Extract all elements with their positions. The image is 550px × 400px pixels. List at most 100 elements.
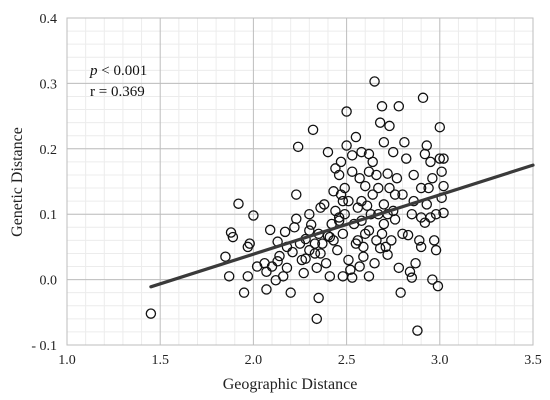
data-point bbox=[328, 235, 339, 246]
data-point bbox=[389, 189, 401, 200]
data-point bbox=[402, 229, 414, 241]
p-symbol: p bbox=[89, 63, 98, 79]
data-point bbox=[378, 137, 390, 148]
data-point bbox=[434, 121, 446, 133]
data-point bbox=[298, 267, 309, 279]
data-point bbox=[404, 266, 416, 278]
data-point bbox=[415, 182, 427, 194]
data-point bbox=[145, 308, 157, 319]
data-point bbox=[315, 248, 326, 259]
data-point bbox=[261, 284, 272, 295]
data-point bbox=[350, 131, 362, 143]
data-point bbox=[406, 208, 418, 220]
data-point bbox=[397, 228, 408, 240]
data-point bbox=[363, 271, 375, 282]
y-tick-label: 0.2 bbox=[40, 143, 58, 158]
data-point bbox=[337, 195, 349, 207]
data-point bbox=[281, 262, 293, 274]
data-point bbox=[356, 195, 367, 207]
data-point bbox=[337, 228, 349, 240]
data-point bbox=[346, 150, 358, 161]
data-point bbox=[264, 224, 276, 236]
y-axis-tick-labels: - 0.1 0.0 0.1 0.2 0.3 0.4 bbox=[31, 12, 57, 354]
data-point bbox=[339, 208, 350, 220]
data-point bbox=[356, 146, 367, 158]
data-point bbox=[315, 202, 326, 213]
data-point bbox=[393, 101, 405, 112]
data-point bbox=[324, 231, 336, 243]
data-point bbox=[304, 208, 315, 220]
data-point bbox=[427, 172, 438, 184]
x-tick-label: 2.0 bbox=[245, 353, 263, 368]
data-point bbox=[384, 120, 395, 132]
data-point bbox=[371, 169, 382, 181]
data-point bbox=[233, 198, 244, 209]
data-point bbox=[374, 242, 386, 254]
data-point bbox=[430, 208, 442, 220]
data-point bbox=[399, 137, 410, 148]
data-point bbox=[238, 287, 250, 298]
y-tick-label: 0.3 bbox=[40, 77, 58, 92]
data-point bbox=[311, 313, 323, 325]
x-tick-label: 2.5 bbox=[338, 353, 356, 368]
plot-area-frame bbox=[66, 17, 534, 346]
data-point bbox=[414, 235, 425, 246]
data-point bbox=[421, 140, 433, 151]
data-point bbox=[287, 246, 298, 258]
data-point bbox=[359, 180, 371, 192]
data-point bbox=[317, 238, 328, 249]
data-point bbox=[436, 166, 447, 177]
data-point bbox=[244, 238, 255, 249]
data-point bbox=[220, 251, 231, 262]
data-point bbox=[400, 153, 412, 164]
data-point bbox=[417, 92, 429, 104]
data-point bbox=[367, 189, 378, 200]
data-point bbox=[438, 153, 449, 164]
data-point bbox=[225, 227, 237, 238]
x-tick-label: 3.5 bbox=[524, 353, 542, 368]
data-point bbox=[266, 261, 278, 272]
data-point bbox=[358, 241, 369, 253]
data-point bbox=[339, 182, 350, 194]
data-point bbox=[425, 212, 436, 223]
data-point bbox=[415, 241, 427, 253]
data-point bbox=[434, 153, 446, 164]
data-point bbox=[428, 235, 440, 246]
data-point bbox=[438, 207, 449, 219]
data-point bbox=[363, 225, 375, 236]
data-point bbox=[307, 124, 319, 136]
data-point bbox=[227, 231, 239, 243]
data-point bbox=[300, 253, 311, 264]
data-point bbox=[274, 250, 285, 262]
data-point bbox=[432, 280, 444, 292]
data-point bbox=[378, 199, 390, 210]
data-point bbox=[374, 117, 386, 128]
data-point bbox=[343, 254, 354, 266]
data-point bbox=[343, 195, 354, 207]
data-point bbox=[242, 271, 254, 282]
data-point bbox=[332, 244, 343, 256]
x-axis-tick-labels: 1.0 1.5 2.0 2.5 3.0 3.5 bbox=[58, 353, 542, 368]
data-point bbox=[318, 199, 330, 210]
data-point bbox=[313, 292, 324, 304]
data-points bbox=[145, 76, 449, 336]
data-point bbox=[309, 238, 321, 249]
data-point bbox=[378, 218, 390, 230]
x-axis-title: Geographic Distance bbox=[223, 376, 358, 393]
data-point bbox=[335, 156, 347, 168]
data-point bbox=[322, 146, 334, 158]
data-point bbox=[341, 106, 352, 117]
data-point bbox=[346, 272, 358, 283]
data-point bbox=[305, 219, 317, 230]
data-point bbox=[380, 241, 391, 253]
data-point bbox=[352, 235, 364, 246]
y-axis-title: Genetic Distance bbox=[9, 127, 26, 237]
data-point bbox=[330, 163, 341, 174]
data-point bbox=[359, 228, 371, 240]
x-tick-label: 1.0 bbox=[58, 353, 76, 368]
data-point bbox=[324, 271, 336, 282]
data-point bbox=[311, 262, 323, 274]
data-point bbox=[382, 249, 393, 260]
data-point bbox=[346, 166, 358, 177]
